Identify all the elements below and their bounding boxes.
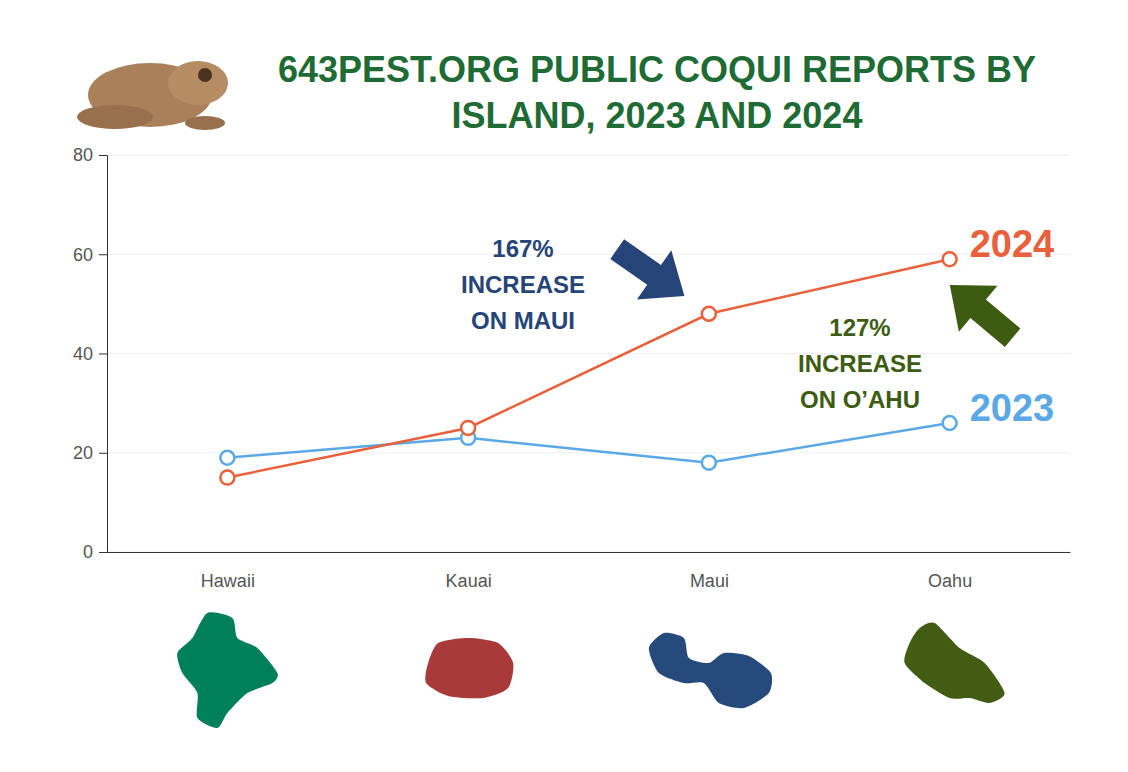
series-line	[227, 423, 949, 463]
series-marker	[461, 421, 475, 435]
x-axis-line	[108, 552, 1071, 553]
frog-icon	[77, 61, 228, 130]
grid-line	[107, 155, 1070, 156]
island-shape	[649, 633, 772, 708]
annotation-arrow	[600, 224, 702, 320]
frog-arm	[185, 116, 225, 130]
y-axis-line	[99, 156, 108, 553]
y-tick-label: 40	[73, 344, 93, 364]
y-tick-label: 60	[73, 245, 93, 265]
frog-eye	[198, 68, 212, 82]
y-tick: 20	[73, 443, 107, 463]
grid-line	[107, 552, 1070, 553]
x-tick-label: Hawaii	[201, 571, 255, 591]
y-tick: 80	[73, 145, 107, 165]
y-tick: 60	[73, 245, 107, 265]
x-tick-label: Maui	[690, 571, 729, 591]
y-tick: 0	[83, 542, 107, 562]
x-tick: Maui	[690, 552, 729, 591]
chart: 643PEST.ORG PUBLIC COQUI REPORTS BY ISLAN…	[0, 0, 1128, 772]
annotation-arrow	[931, 262, 1032, 361]
grid-line	[107, 452, 1070, 453]
y-tick-mark	[99, 155, 107, 156]
x-axis: Hawaii Kauai Maui Oahu	[108, 552, 1071, 591]
title-line: 643PEST.ORG PUBLIC COQUI REPORTS BY	[278, 49, 1036, 90]
annotation-line: INCREASE	[461, 271, 585, 298]
y-tick-mark	[99, 254, 107, 255]
frog-leg	[77, 105, 153, 129]
annotation: 127% INCREASE ON O’AHU	[798, 314, 922, 413]
series-marker	[220, 451, 234, 465]
plot	[220, 252, 956, 484]
frog-head	[168, 61, 228, 105]
series-marker	[702, 307, 716, 321]
x-tick-label: Oahu	[928, 571, 972, 591]
title-line: ISLAND, 2023 AND 2024	[452, 95, 863, 136]
y-tick-mark	[99, 552, 107, 553]
grid-line	[107, 254, 1070, 255]
island-shape	[904, 622, 1004, 703]
island-shape	[425, 638, 513, 698]
y-tick-label: 20	[73, 443, 93, 463]
y-tick-label: 0	[83, 542, 93, 562]
y-tick-mark	[99, 354, 107, 355]
series-marker	[220, 471, 234, 485]
grid-line	[107, 353, 1070, 354]
y-axis: 0 20 40 60 80	[73, 145, 108, 562]
series-marker	[702, 456, 716, 470]
x-tick-label: Kauai	[446, 571, 492, 591]
series-label: 2023	[970, 387, 1055, 429]
x-tick: Oahu	[928, 552, 972, 591]
annotation-line: 167%	[492, 235, 553, 262]
annotation-line: INCREASE	[798, 350, 922, 377]
x-tick: Hawaii	[201, 552, 255, 591]
y-tick: 40	[73, 344, 107, 364]
series-marker	[943, 252, 957, 266]
series-line	[227, 259, 949, 477]
grid	[107, 155, 1070, 552]
series-label: 2024	[970, 223, 1055, 265]
island-shape	[177, 612, 278, 728]
y-tick-mark	[99, 453, 107, 454]
x-tick: Kauai	[446, 552, 492, 591]
annotation-line: ON MAUI	[471, 307, 575, 334]
annotation: 167% INCREASE ON MAUI	[461, 235, 585, 334]
series-marker	[943, 416, 957, 430]
annotation-line: ON O’AHU	[800, 386, 920, 413]
title: 643PEST.ORG PUBLIC COQUI REPORTS BY ISLAN…	[278, 49, 1036, 136]
annotation-line: 127%	[829, 314, 890, 341]
y-tick-label: 80	[73, 145, 93, 165]
